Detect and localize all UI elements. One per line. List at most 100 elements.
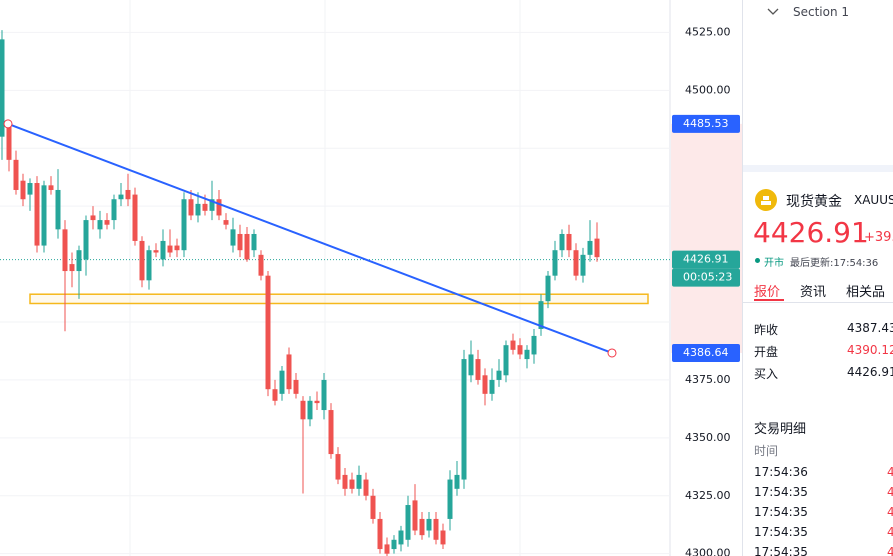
candle-body bbox=[573, 250, 579, 276]
y-tick-label: 4375.00 bbox=[685, 373, 731, 386]
tab[interactable]: 报价 bbox=[754, 285, 781, 300]
candle-body bbox=[279, 370, 285, 394]
tab[interactable]: 相关品 bbox=[846, 285, 886, 300]
candle-body bbox=[482, 375, 488, 394]
candle-body bbox=[426, 518, 432, 531]
candle-body bbox=[363, 479, 369, 496]
candle-body bbox=[538, 301, 544, 329]
candle-body bbox=[216, 199, 222, 216]
symbol-code: XAUUS bbox=[854, 193, 893, 207]
trade-price: 4 bbox=[887, 525, 893, 539]
candle-body bbox=[377, 518, 383, 550]
y-tick-label: 4325.00 bbox=[685, 489, 731, 502]
candle-body bbox=[398, 530, 404, 545]
candle-body bbox=[356, 474, 362, 489]
quote-value: 4387.43 bbox=[847, 321, 893, 335]
y-tick-label: 4300.00 bbox=[685, 547, 731, 556]
candle-body bbox=[13, 159, 19, 190]
candle-body bbox=[90, 215, 96, 221]
candle-body bbox=[125, 189, 131, 200]
price: 4426.91 bbox=[753, 216, 869, 249]
candle-body bbox=[62, 229, 68, 272]
trend-end-label: 4386.64 bbox=[683, 346, 729, 359]
candle-body bbox=[524, 349, 530, 360]
section-title[interactable]: Section 1 bbox=[793, 5, 850, 19]
candle-body bbox=[370, 495, 376, 519]
last-price-label-box bbox=[672, 250, 740, 269]
candle-body bbox=[139, 240, 145, 281]
chevron[interactable] bbox=[767, 7, 779, 17]
candle-body bbox=[349, 479, 355, 489]
candle-body bbox=[230, 229, 236, 246]
tab[interactable]: 资讯 bbox=[800, 285, 827, 300]
side-panel: Section 1 现货黄金 XAUUS 4426.91 +39. 开市 最后更… bbox=[742, 0, 893, 556]
quote-label: 买入 bbox=[754, 367, 779, 381]
candle-body bbox=[188, 199, 194, 216]
trendline-handle bbox=[3, 119, 13, 129]
candle-body bbox=[237, 233, 243, 251]
candle-body bbox=[559, 233, 565, 251]
candle-body bbox=[97, 220, 103, 230]
candle-body bbox=[321, 379, 327, 411]
candle-body bbox=[0, 39, 5, 137]
trade-price: 4 bbox=[887, 505, 893, 519]
trade-time: 17:54:35 bbox=[754, 545, 808, 556]
candle-body bbox=[447, 479, 453, 519]
candle-body bbox=[132, 194, 138, 241]
candle-body bbox=[594, 238, 600, 258]
trade-price: 4 bbox=[887, 465, 893, 479]
quote-label: 昨收 bbox=[754, 323, 779, 337]
candle-body bbox=[503, 345, 509, 376]
candle-body bbox=[580, 254, 586, 276]
candle-body bbox=[244, 233, 250, 260]
tab-underline bbox=[754, 299, 784, 301]
candle-body bbox=[181, 199, 187, 251]
candle-body bbox=[510, 340, 516, 350]
candle-body bbox=[433, 518, 439, 540]
candle-body bbox=[111, 199, 117, 221]
candle-body bbox=[552, 250, 558, 276]
candle-body bbox=[118, 194, 124, 200]
candle-body bbox=[307, 400, 313, 420]
candle-body bbox=[6, 125, 12, 160]
candle-body bbox=[531, 335, 537, 355]
gold-icon bbox=[755, 189, 777, 211]
candle-body bbox=[174, 245, 180, 251]
trend-end-label-box bbox=[672, 343, 740, 362]
trend-start-label: 4485.53 bbox=[683, 117, 729, 130]
trade-time: 17:54:35 bbox=[754, 525, 808, 539]
quote-label: 开盘 bbox=[754, 345, 779, 359]
candle-body bbox=[405, 505, 411, 540]
candle-body bbox=[209, 199, 215, 211]
candle-body bbox=[468, 354, 474, 376]
candle-body bbox=[34, 183, 40, 246]
candle-body bbox=[391, 539, 397, 550]
candle-body bbox=[412, 500, 418, 531]
change: +39. bbox=[864, 230, 893, 245]
trendline bbox=[7, 122, 613, 354]
candle-body bbox=[258, 254, 264, 276]
axis-range bbox=[671, 123, 742, 353]
trade-price: 4 bbox=[887, 485, 893, 499]
candle-body bbox=[517, 345, 523, 355]
candle-body bbox=[328, 410, 334, 455]
candle-body bbox=[83, 220, 89, 260]
candle-body bbox=[167, 245, 173, 253]
trade-price: 4 bbox=[887, 545, 893, 556]
countdown-box bbox=[672, 268, 740, 287]
y-tick-label: 4525.00 bbox=[685, 25, 731, 38]
quote-value: 4390.12 bbox=[847, 343, 893, 357]
trade-time: 17:54:35 bbox=[754, 505, 808, 519]
candle-body bbox=[146, 250, 152, 281]
candle-body bbox=[454, 474, 460, 489]
candle-body bbox=[342, 474, 348, 489]
candle-body bbox=[566, 233, 572, 251]
chart: 4525.004500.004475.004450.004400.004375.… bbox=[0, 0, 742, 556]
candle-body bbox=[195, 203, 201, 216]
quote-value: 4426.91 bbox=[847, 365, 893, 379]
candle-body bbox=[272, 389, 278, 401]
trade-time: 17:54:35 bbox=[754, 485, 808, 499]
status: 开市 bbox=[764, 258, 784, 269]
candle-body bbox=[440, 530, 446, 545]
candle-body bbox=[20, 180, 26, 200]
